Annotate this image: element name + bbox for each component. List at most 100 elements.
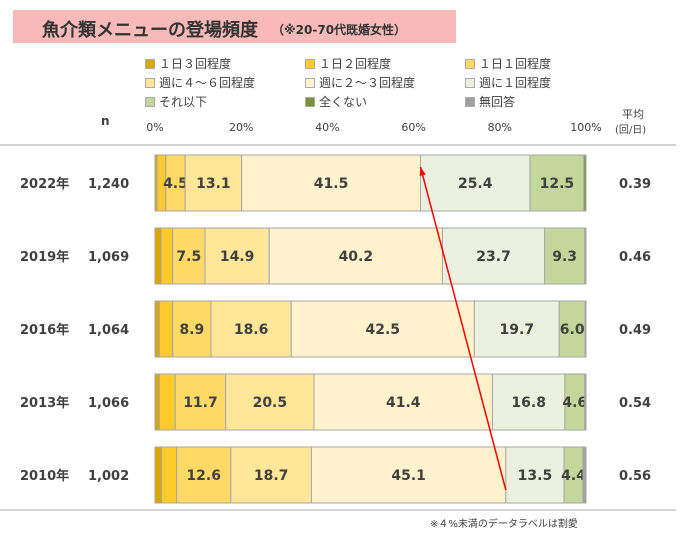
bar-segment (154, 373, 160, 431)
bar-segment (583, 154, 587, 212)
bar-segment (584, 373, 587, 431)
bar-segment (419, 154, 531, 212)
average-value: 0.46 (619, 250, 651, 265)
legend-label: 全くない (319, 95, 368, 109)
footnote: ※４%未満のデータラベルは割愛 (430, 519, 578, 530)
avg-header-1: 平均 (622, 108, 644, 121)
bar-segment (154, 227, 162, 285)
bar-segment (154, 446, 162, 504)
bar-segment (160, 446, 178, 504)
avg-header-2: (回/日) (615, 125, 647, 136)
data-label: 41.4 (386, 395, 421, 411)
legend-label: １日３回程度 (159, 57, 232, 71)
data-label: 8.9 (179, 322, 204, 338)
data-label: 42.5 (366, 322, 401, 338)
data-label: 11.7 (183, 395, 218, 411)
n-value: 1,002 (88, 469, 129, 484)
legend-label: １日２回程度 (319, 57, 392, 71)
x-tick-label: 80% (488, 121, 512, 134)
data-label: 13.5 (518, 468, 553, 484)
data-label: 4.5 (163, 176, 188, 192)
average-value: 0.49 (619, 323, 651, 338)
bar-segment (491, 373, 566, 431)
legend-item: 週に１回程度 (465, 74, 551, 91)
data-label: 13.1 (196, 176, 231, 192)
n-value: 1,066 (88, 396, 129, 411)
chart-subtitle: （※20-70代既婚女性） (272, 23, 407, 37)
data-label: 18.6 (234, 322, 269, 338)
bar-segment (584, 227, 587, 285)
legend-swatch (145, 58, 155, 69)
x-tick-label: 100% (570, 121, 601, 134)
legend-item: １日３回程度 (145, 55, 231, 72)
bar-segment (441, 227, 546, 285)
legend-item: 無回答 (465, 93, 515, 110)
bar-segment (584, 300, 587, 358)
data-label: 25.4 (458, 176, 493, 192)
legend-item: 週に２～３回程度 (305, 74, 415, 91)
bar-segment (544, 227, 586, 285)
year-label: 2019年 (20, 249, 69, 265)
legend-label: １日１回程度 (479, 57, 552, 71)
data-label: 20.5 (253, 395, 288, 411)
bar-segment (505, 446, 565, 504)
n-value: 1,069 (88, 250, 129, 265)
data-label: 14.9 (220, 249, 255, 265)
bar-segment (290, 300, 475, 358)
year-label: 2013年 (20, 395, 69, 411)
data-label: 6.0 (560, 322, 585, 338)
year-label: 2016年 (20, 322, 69, 338)
trend-arrow (419, 166, 507, 491)
bar-segment (158, 373, 176, 431)
data-label: 4.4 (561, 468, 586, 484)
legend-swatch (305, 77, 315, 88)
bar-segment (241, 154, 421, 212)
x-tick-label: 0% (146, 121, 163, 134)
bar-segment (158, 300, 174, 358)
average-value: 0.54 (619, 396, 651, 411)
legend-swatch (145, 77, 155, 88)
n-header: n (101, 114, 110, 128)
bar-segment (582, 446, 587, 504)
x-tick-label: 60% (401, 121, 425, 134)
legend-item: １日２回程度 (305, 55, 391, 72)
legend-label: 無回答 (479, 95, 516, 109)
arrow-head-icon (419, 167, 426, 176)
bar-segment (310, 446, 507, 504)
data-label: 16.8 (511, 395, 546, 411)
bar-segment (230, 446, 312, 504)
bar-segment (225, 373, 315, 431)
chart-title: 魚介類メニューの登場頻度 (42, 20, 258, 41)
year-label: 2022年 (20, 176, 69, 192)
legend-swatch (305, 58, 315, 69)
bar-segment (160, 227, 174, 285)
legend-swatch (465, 77, 475, 88)
legend-item: それ以下 (145, 93, 207, 110)
data-label: 9.3 (552, 249, 577, 265)
bar-segment (473, 300, 560, 358)
legend-swatch (145, 96, 155, 107)
bar-segment (313, 373, 493, 431)
legend-swatch (305, 96, 315, 107)
bar-segment (268, 227, 443, 285)
bar-segment (154, 300, 160, 358)
year-label: 2010年 (20, 468, 69, 484)
bar-segment (204, 227, 270, 285)
data-label: 19.7 (500, 322, 535, 338)
legend-swatch (465, 58, 475, 69)
n-value: 1,064 (88, 323, 129, 338)
data-label: 4.6 (562, 395, 587, 411)
bar-segment (558, 300, 586, 358)
data-label: 7.5 (176, 249, 201, 265)
bar-segment (172, 227, 206, 285)
average-value: 0.56 (619, 469, 651, 484)
legend-label: 週に４～６回程度 (159, 76, 256, 90)
n-value: 1,240 (88, 177, 129, 192)
legend-item: 週に４～６回程度 (145, 74, 255, 91)
legend-label: 週に２～３回程度 (319, 76, 416, 90)
data-label: 40.2 (339, 249, 374, 265)
legend-item: 全くない (305, 93, 367, 110)
data-label: 18.7 (254, 468, 289, 484)
bar-segment (174, 373, 227, 431)
